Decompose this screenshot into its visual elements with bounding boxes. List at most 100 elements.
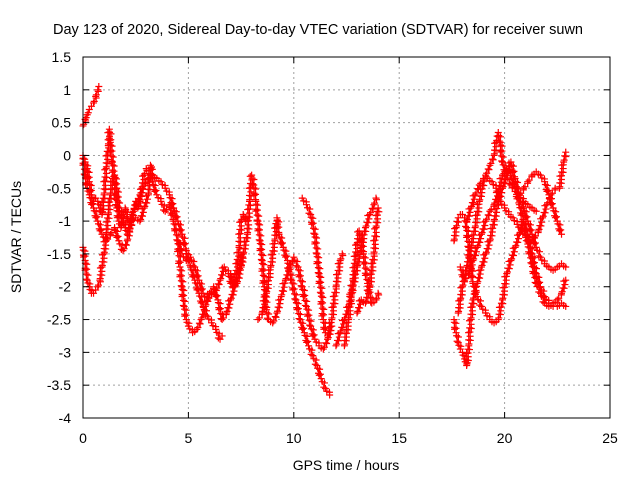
data-point-prn-l <box>509 162 517 170</box>
data-point-prn-f <box>240 245 248 253</box>
data-point-prn-f <box>255 212 263 220</box>
data-point-prn-n <box>476 192 484 200</box>
data-point-prn-h <box>314 245 322 253</box>
data-point-prn-c <box>98 205 106 213</box>
data-point-prn-o <box>477 230 485 238</box>
data-point-prn-m <box>511 243 519 251</box>
x-axis-title: GPS time / hours <box>293 457 400 473</box>
data-point-prn-c <box>106 148 114 156</box>
data-point-prn-f <box>292 262 300 270</box>
data-point-prn-d <box>194 272 202 280</box>
data-point-prn-k <box>371 232 379 240</box>
data-point-prn-f <box>306 321 314 329</box>
data-point-prn-h <box>325 326 333 334</box>
data-point-prn-l <box>489 220 497 228</box>
data-point-prn-h <box>305 209 313 217</box>
data-point-prn-o <box>513 195 521 203</box>
data-point-prn-n <box>495 137 503 145</box>
data-point-prn-l <box>485 241 493 249</box>
data-point-prn-n <box>485 166 493 174</box>
data-point-prn-q <box>515 191 523 199</box>
data-point-prn-o <box>486 207 494 215</box>
data-point-prn-g <box>321 379 329 387</box>
data-point-prn-k <box>367 266 375 274</box>
data-point-prn-b <box>90 99 98 107</box>
data-point-prn-c <box>117 218 125 226</box>
data-point-prn-e <box>181 312 189 320</box>
data-point-prn-c <box>129 209 137 217</box>
data-point-prn-i <box>361 224 369 232</box>
data-point-prn-c <box>168 195 176 203</box>
data-point-prn-c <box>107 130 115 138</box>
data-point-prn-i <box>332 342 340 350</box>
data-point-prn-e <box>176 273 184 281</box>
data-point-prn-i <box>367 209 375 217</box>
data-point-prn-f <box>274 307 282 315</box>
data-point-prn-l <box>463 356 471 364</box>
data-point-prn-g <box>278 234 286 242</box>
data-point-prn-l <box>487 231 495 239</box>
data-point-prn-c <box>218 332 226 340</box>
data-point-prn-c <box>122 213 130 221</box>
y-tick-label: -1 <box>59 213 72 229</box>
data-point-prn-f <box>255 236 263 244</box>
data-point-prn-f <box>257 255 265 263</box>
data-point-prn-f <box>242 234 250 242</box>
data-point-prn-a <box>94 283 102 291</box>
data-point-prn-e <box>230 287 238 295</box>
data-point-prn-f <box>259 251 267 259</box>
data-point-prn-a <box>140 171 148 179</box>
data-point-prn-m <box>507 256 515 264</box>
x-tick-label: 0 <box>79 430 87 446</box>
data-point-prn-g <box>304 337 312 345</box>
y-tick-label: -3.5 <box>47 377 71 393</box>
data-point-prn-e <box>175 259 183 267</box>
data-point-prn-a <box>80 253 88 261</box>
data-point-prn-c <box>172 208 180 216</box>
data-point-prn-g <box>259 304 267 312</box>
data-point-prn-d <box>82 166 90 174</box>
data-point-prn-n <box>535 252 543 260</box>
data-point-prn-k <box>362 297 370 305</box>
data-point-prn-o <box>527 259 535 267</box>
data-point-prn-d <box>92 208 100 216</box>
data-point-prn-c <box>180 234 188 242</box>
data-point-prn-c <box>131 205 139 213</box>
data-point-prn-o <box>490 201 498 209</box>
data-point-prn-g <box>287 275 295 283</box>
data-point-prn-n <box>562 263 570 271</box>
data-point-prn-l <box>466 324 474 332</box>
data-point-prn-d <box>89 200 97 208</box>
data-point-prn-j <box>349 271 357 279</box>
data-point-prn-p <box>496 193 504 201</box>
data-point-prn-d <box>124 231 132 239</box>
data-point-prn-l <box>464 345 472 353</box>
data-point-prn-g <box>308 346 316 354</box>
data-point-prn-e <box>205 294 213 302</box>
data-point-prn-f <box>253 216 261 224</box>
data-point-prn-i <box>370 201 378 209</box>
data-point-prn-e <box>179 301 187 309</box>
data-point-prn-d <box>193 267 201 275</box>
data-point-prn-o <box>511 184 519 192</box>
data-point-prn-d <box>157 197 165 205</box>
data-point-prn-e <box>215 306 223 314</box>
data-point-prn-d <box>114 232 122 240</box>
data-point-prn-f <box>290 253 298 261</box>
data-point-prn-k <box>366 277 374 285</box>
data-point-prn-d <box>136 217 144 225</box>
data-point-prn-d <box>139 208 147 216</box>
plot-frame <box>82 56 611 419</box>
data-point-prn-o <box>469 256 477 264</box>
data-point-prn-d <box>214 280 222 288</box>
y-tick-label: 1 <box>63 82 71 98</box>
data-point-prn-h <box>318 284 326 292</box>
data-point-prn-n <box>472 218 480 226</box>
data-points <box>79 83 570 399</box>
data-point-prn-q <box>548 200 556 208</box>
data-point-prn-a <box>102 225 110 233</box>
data-point-prn-d <box>120 245 128 253</box>
data-point-prn-n <box>455 304 463 312</box>
data-point-prn-j <box>350 278 358 286</box>
